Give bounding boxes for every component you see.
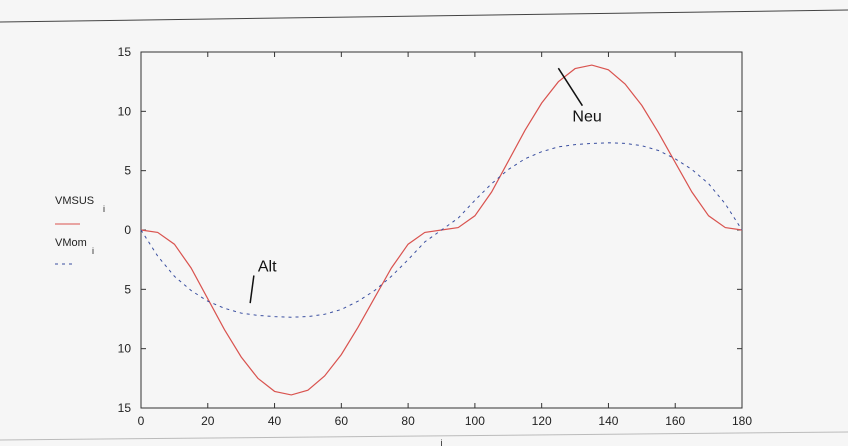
y-tick-labels: 15 10 5 0 5 10 15: [118, 45, 132, 415]
series-line-vmom: [140, 142, 743, 318]
y-tick-label: 5: [124, 282, 131, 296]
x-tick-labels: 0 20 40 60 80 100 120 140 160 180: [138, 414, 753, 428]
x-tick-label: 60: [335, 414, 349, 428]
y-tick-label: 15: [118, 401, 132, 415]
x-tick-label: 180: [732, 414, 752, 428]
x-tick-label: 140: [598, 414, 618, 428]
legend: VMSUS i VMom i: [55, 195, 105, 265]
annotation-label-neu: Neu: [572, 109, 601, 126]
x-tick-label: 20: [201, 414, 215, 428]
y-tick-label: 10: [118, 342, 132, 356]
legend-label-vmom: VMom: [55, 237, 87, 249]
bottom-edge-line: [0, 431, 848, 441]
top-edge-line: [0, 9, 848, 23]
annotation-pointer-neu: [557, 67, 584, 107]
x-tick-label: 100: [465, 414, 485, 428]
x-axis-label: i: [441, 438, 443, 446]
x-tick-label: 80: [401, 414, 415, 428]
annotation-pointer-alt: [249, 275, 255, 304]
legend-subscript-vmsus: i: [103, 204, 105, 214]
x-tick-label: 160: [665, 414, 685, 428]
y-tick-label: 5: [124, 164, 131, 178]
x-tick-label: 120: [532, 414, 552, 428]
y-tick-label: 15: [118, 45, 132, 59]
x-tick-label: 40: [268, 414, 282, 428]
series-layer: [140, 64, 743, 396]
x-tick-label: 0: [138, 414, 145, 428]
annotation-label-alt: Alt: [258, 259, 277, 276]
y-tick-label: 10: [118, 104, 132, 118]
annotations: Alt Neu: [249, 67, 602, 304]
legend-label-vmsus: VMSUS: [55, 195, 94, 207]
legend-subscript-vmom: i: [92, 246, 94, 256]
y-tick-label: 0: [124, 223, 131, 237]
